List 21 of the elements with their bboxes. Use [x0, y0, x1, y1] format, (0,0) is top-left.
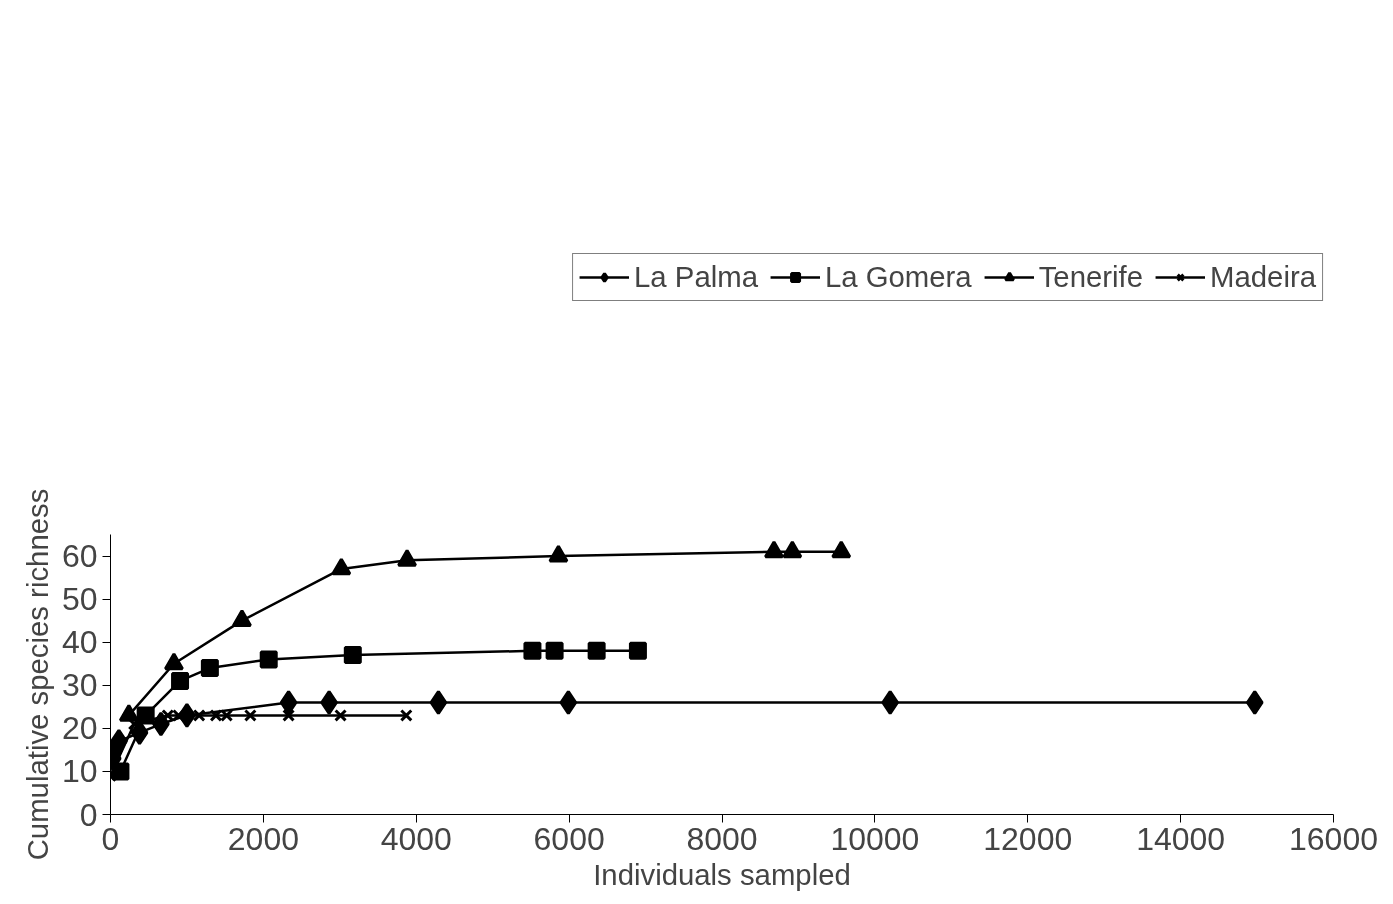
x-tick-label: 10000	[830, 820, 920, 857]
legend-label: La Gomera	[824, 260, 972, 294]
y-tick-label: 10	[61, 753, 98, 790]
y-tick-label: 60	[61, 538, 98, 575]
x-tick-label: 6000	[533, 820, 605, 857]
x-tick-label: 2000	[227, 820, 299, 857]
x-tick-label: 4000	[380, 820, 452, 857]
x-tick-label: 16000	[1289, 820, 1378, 857]
y-tick-label: 30	[61, 667, 98, 704]
legend-label: La Palma	[634, 260, 758, 294]
y-tick-label: 0	[79, 796, 98, 833]
y-tick-label: 50	[61, 581, 98, 618]
x-tick-label: 12000	[983, 820, 1073, 857]
legend-label: Madeira	[1210, 260, 1316, 294]
y-tick-label: 20	[61, 710, 98, 747]
legend-label: Tenerife	[1038, 260, 1144, 294]
x-tick-label: 14000	[1136, 820, 1226, 857]
x-tick-label: 8000	[686, 820, 758, 857]
y-axis-title: Cumulative species richness	[20, 488, 54, 861]
y-tick-label: 40	[61, 624, 98, 661]
x-axis-title: Individuals sampled	[593, 857, 851, 891]
